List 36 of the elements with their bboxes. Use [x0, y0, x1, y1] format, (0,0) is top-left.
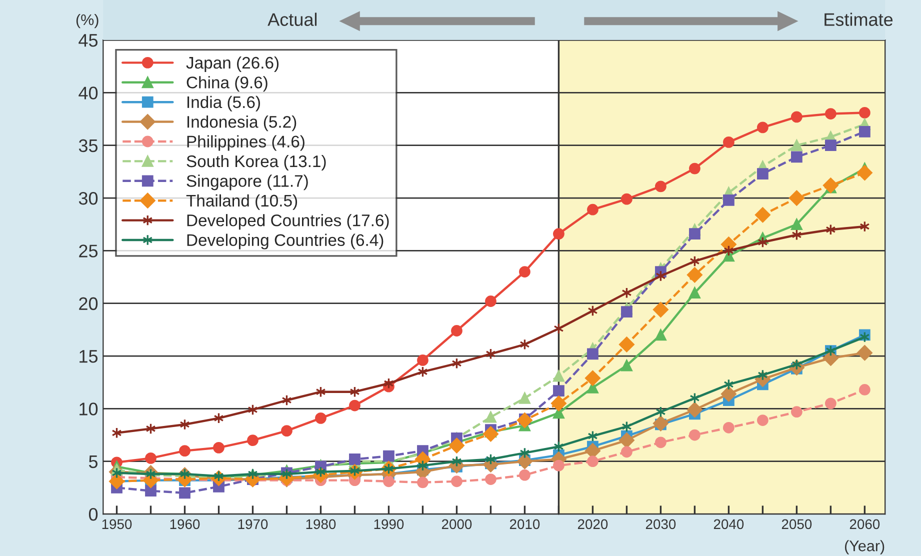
- legend-label: Thailand (10.5): [186, 194, 298, 210]
- x-axis-title: (Year): [844, 540, 884, 554]
- y-tick-label: 10: [80, 402, 98, 416]
- y-tick-label: 35: [78, 139, 98, 152]
- text: Actual: [268, 12, 317, 26]
- y-tick-label: 45: [78, 34, 98, 47]
- x-tick-label: 1990: [374, 519, 404, 530]
- text: Estimate: [824, 12, 893, 26]
- legend-label: Indonesia (5.2): [188, 116, 296, 132]
- x-tick-label: 2030: [646, 519, 676, 530]
- legend-label: Philippines (4.6): [187, 135, 304, 151]
- y-axis-title: (%): [76, 14, 98, 28]
- y-tick-label: 20: [79, 297, 98, 310]
- y-tick-label: 5: [88, 455, 98, 468]
- legend-label: Singapore (11.7): [186, 174, 308, 190]
- x-tick-label: 2010: [510, 519, 540, 530]
- y-tick-label: 15: [80, 350, 98, 363]
- y-tick-label: 40: [78, 86, 98, 100]
- x-tick-label: 2060: [850, 519, 880, 530]
- legend-label: China (9.6): [186, 76, 268, 92]
- legend-label: Japan (26.6): [186, 56, 279, 72]
- x-tick-label: 2020: [578, 519, 608, 530]
- y-tick-label: 0: [88, 508, 98, 521]
- x-tick-label: 1950: [102, 519, 132, 530]
- legend-label: South Korea (13.1): [186, 154, 326, 170]
- legend-label: Developed Countries (17.6): [187, 214, 389, 230]
- x-tick-label: 2050: [782, 519, 812, 530]
- x-tick-label: 1960: [170, 519, 200, 530]
- y-tick-label: 30: [78, 192, 98, 205]
- legend-label: Developing Countries (6.4): [187, 234, 384, 250]
- y-tick-label: 25: [79, 244, 98, 258]
- x-tick-label: 2040: [714, 519, 744, 530]
- x-tick-label: 1980: [306, 519, 336, 530]
- legend-label: India (5.6): [188, 96, 260, 112]
- x-tick-label: 1970: [238, 519, 268, 530]
- x-tick-label: 2000: [442, 519, 472, 530]
